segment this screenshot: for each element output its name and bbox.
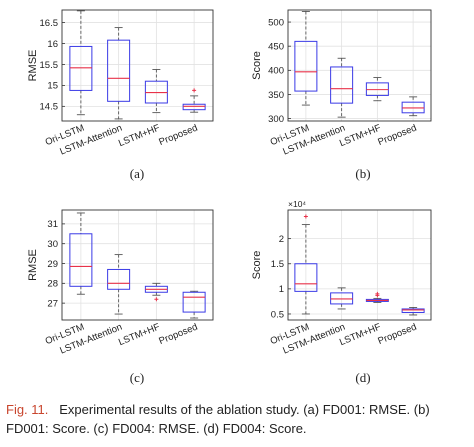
x-category-label: LSTM+HF	[117, 322, 162, 349]
figure-caption: Fig. 11. Experimental results of the abl…	[6, 400, 468, 438]
caption-label: Fig. 11.	[6, 402, 49, 417]
outlier-point	[375, 291, 380, 296]
y-tick-label: 16	[47, 39, 58, 50]
y-axis-label: Score	[251, 251, 263, 280]
y-tick-label: 2	[279, 234, 284, 245]
y-tick-label: 31	[47, 219, 58, 230]
plot-frame	[287, 9, 432, 122]
x-category-label: LSTM+HF	[338, 322, 383, 349]
y-tick-label: 350	[268, 90, 284, 101]
x-category-label: LSTM+HF	[117, 123, 162, 150]
y-tick-label: 1	[279, 284, 284, 295]
box-iqr	[330, 66, 354, 104]
box-iqr	[401, 308, 425, 313]
box-iqr	[107, 39, 131, 102]
chart-panel-2: 300350400450500ScoreOri-LSTMLSTM-Attenti…	[251, 9, 432, 181]
y-tick-label: 15	[47, 81, 58, 92]
ablation-figure: 14.51515.51616.5RMSEOri-LSTMLSTM-Attenti…	[27, 9, 432, 385]
plot-frame	[287, 209, 432, 321]
box-iqr	[69, 45, 93, 91]
y-tick-label: 28	[47, 279, 58, 290]
plot-frame	[61, 9, 214, 122]
y-tick-label: 16.5	[40, 18, 59, 29]
subfigure-label: (d)	[355, 370, 370, 385]
outlier-point	[154, 297, 159, 302]
y-axis-label: RMSE	[27, 249, 39, 281]
x-category-label: Proposed	[157, 322, 199, 347]
x-category-label: LSTM+HF	[338, 123, 383, 150]
y-tick-label: 300	[268, 114, 284, 125]
box-iqr	[294, 263, 318, 292]
plot-frame	[61, 209, 214, 321]
box-iqr	[69, 233, 93, 287]
caption-text: Experimental results of the ablation stu…	[6, 402, 430, 436]
y-tick-label: 14.5	[40, 102, 59, 113]
y-tick-label: 400	[268, 66, 284, 77]
chart-panel-1: 14.51515.51616.5RMSEOri-LSTMLSTM-Attenti…	[27, 9, 214, 181]
outlier-point	[192, 88, 197, 93]
outlier-point	[303, 214, 308, 219]
y-tick-label: 1.5	[271, 259, 284, 270]
x-category-label: Proposed	[376, 123, 418, 148]
subfigure-label: (b)	[355, 166, 370, 181]
subfigure-label: (c)	[130, 370, 144, 385]
y-exponent-label: ×10⁴	[288, 199, 306, 209]
y-tick-label: 450	[268, 41, 284, 52]
subfigure-label: (a)	[130, 166, 144, 181]
chart-panel-3: 2728293031RMSEOri-LSTMLSTM-AttentionLSTM…	[27, 209, 214, 385]
y-tick-label: 0.5	[271, 309, 284, 320]
y-tick-label: 500	[268, 17, 284, 28]
box-iqr	[294, 40, 318, 92]
x-category-label: Proposed	[376, 322, 418, 347]
y-tick-label: 15.5	[40, 60, 59, 71]
box-iqr	[182, 103, 206, 111]
box-iqr	[182, 291, 206, 313]
y-tick-label: 29	[47, 259, 58, 270]
y-axis-label: RMSE	[27, 50, 39, 82]
y-tick-label: 27	[47, 298, 58, 309]
box-iqr	[107, 268, 131, 290]
x-category-label: Proposed	[157, 123, 199, 148]
y-tick-label: 30	[47, 239, 58, 250]
chart-panel-4: 0.511.52×10⁴ScoreOri-LSTMLSTM-AttentionL…	[251, 199, 432, 385]
y-axis-label: Score	[251, 51, 263, 80]
